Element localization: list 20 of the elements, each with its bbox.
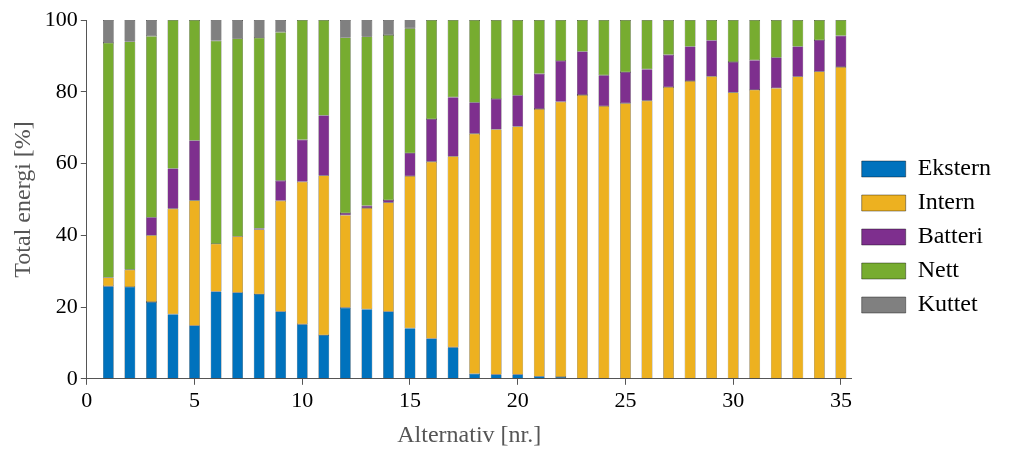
x-tick-label: 25 bbox=[614, 386, 637, 412]
y-tick-label: 100 bbox=[44, 5, 78, 31]
x-axis-title: Alternativ [nr.] bbox=[397, 420, 542, 447]
y-tick-label: 20 bbox=[55, 292, 78, 318]
x-tick-label: 35 bbox=[829, 386, 852, 412]
legend-label: Ekstern bbox=[917, 154, 991, 181]
x-tick-label: 10 bbox=[291, 386, 314, 412]
x-tick-label: 5 bbox=[189, 386, 201, 412]
x-tick-label: 15 bbox=[398, 386, 421, 412]
y-axis-title: Total energi [%] bbox=[8, 121, 35, 278]
y-tick-label: 40 bbox=[55, 221, 78, 247]
y-tick-label: 80 bbox=[55, 77, 78, 103]
legend-label: Kuttet bbox=[917, 290, 979, 317]
legend-label: Intern bbox=[917, 188, 975, 215]
y-tick-label: 0 bbox=[66, 364, 78, 390]
y-tick-label: 60 bbox=[55, 149, 78, 175]
x-tick-label: 20 bbox=[506, 386, 529, 412]
legend-label: Batteri bbox=[917, 222, 984, 249]
legend-label: Nett bbox=[917, 256, 960, 283]
x-tick-label: 30 bbox=[722, 386, 745, 412]
